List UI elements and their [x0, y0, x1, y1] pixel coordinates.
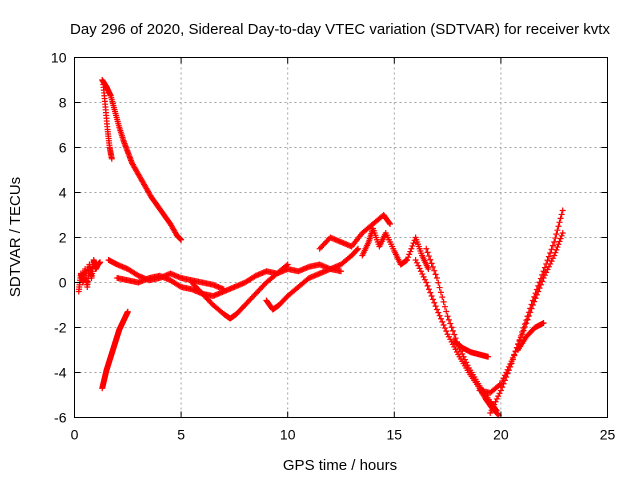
- series-arc-9-peak-cluster: [359, 225, 432, 272]
- series-arc-15-branch-2: [514, 320, 547, 353]
- grid-layer: [74, 57, 608, 418]
- data-point-markers: [476, 230, 566, 396]
- series-arc-5-flat-2: [114, 261, 344, 299]
- data-point-markers: [263, 245, 362, 313]
- tick-layer: 0 5 10 15 20 25 -6 -4 -2 0 2 4 6 8 10: [51, 50, 616, 443]
- series-arc-8-rise-to-peak: [316, 212, 394, 252]
- x-tick-label: 0: [71, 427, 79, 443]
- x-tick-label: 25: [600, 427, 616, 443]
- x-tick-label: 20: [493, 427, 509, 443]
- data-point-markers: [423, 245, 500, 414]
- data-point-markers: [114, 261, 344, 299]
- data-point-markers: [316, 212, 394, 252]
- data-point-markers: [105, 257, 227, 293]
- data-point-markers: [359, 225, 432, 272]
- data-layer: [75, 77, 566, 419]
- y-tick-label: -4: [54, 365, 67, 381]
- chart-title: Day 296 of 2020, Sidereal Day-to-day VTE…: [70, 21, 610, 38]
- y-tick-label: 8: [59, 95, 67, 111]
- data-point-markers: [450, 338, 492, 360]
- series-arc-3-early-cluster: [75, 257, 104, 295]
- series-arc-12-branch: [450, 338, 492, 360]
- x-tick-label: 15: [387, 427, 403, 443]
- y-tick-label: 10: [51, 50, 67, 66]
- y-tick-label: -6: [54, 410, 67, 426]
- series-arc-11-descent-to-min-2: [423, 245, 500, 414]
- y-tick-label: 4: [59, 185, 67, 201]
- series-arc-1-high-descending: [99, 77, 185, 243]
- y-axis-label: SDTVAR / TECUs: [7, 177, 24, 297]
- y-tick-label: 0: [59, 275, 67, 291]
- data-point-markers: [99, 77, 185, 243]
- y-tick-label: 6: [59, 140, 67, 156]
- data-point-markers: [514, 320, 547, 353]
- y-tick-label: -2: [54, 320, 67, 336]
- data-point-markers: [99, 308, 131, 392]
- data-point-markers: [75, 257, 104, 295]
- series-arc-1b-high-descending: [100, 81, 115, 162]
- data-point-markers: [188, 261, 291, 322]
- y-tick-label: 2: [59, 230, 67, 246]
- series-arc-2-low-ascending: [99, 308, 131, 392]
- x-tick-label: 5: [177, 427, 185, 443]
- x-tick-label: 10: [280, 427, 296, 443]
- series-arc-7-mid-dip-2: [263, 245, 362, 313]
- data-point-markers: [100, 81, 115, 162]
- series-arc-4-flat-1: [105, 257, 227, 293]
- series-arc-6-mid-dip: [188, 261, 291, 322]
- series-arc-14-ascent-2: [476, 230, 566, 396]
- x-axis-label: GPS time / hours: [283, 457, 397, 474]
